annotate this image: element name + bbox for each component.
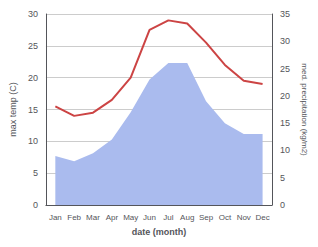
svg-text:30: 30 (280, 36, 290, 46)
svg-text:Apr: Apr (106, 213, 119, 222)
svg-text:5: 5 (280, 173, 285, 183)
svg-text:15: 15 (28, 105, 38, 115)
svg-text:Oct: Oct (219, 213, 232, 222)
svg-text:10: 10 (28, 136, 38, 146)
svg-text:med. precipitation (kg/m2): med. precipitation (kg/m2) (300, 63, 309, 156)
svg-text:30: 30 (28, 9, 38, 19)
svg-text:20: 20 (28, 73, 38, 83)
svg-text:10: 10 (280, 145, 290, 155)
svg-text:date (month): date (month) (132, 227, 187, 237)
svg-text:Nov: Nov (237, 213, 251, 222)
svg-text:Jan: Jan (49, 213, 62, 222)
svg-text:25: 25 (280, 64, 290, 74)
svg-text:0: 0 (280, 200, 285, 210)
svg-text:25: 25 (28, 41, 38, 51)
svg-text:Dec: Dec (255, 213, 269, 222)
svg-text:Feb: Feb (67, 213, 81, 222)
svg-text:Mar: Mar (86, 213, 100, 222)
svg-text:Sep: Sep (199, 213, 214, 222)
svg-text:5: 5 (33, 168, 38, 178)
svg-text:Aug: Aug (180, 213, 194, 222)
svg-text:May: May (123, 213, 138, 222)
svg-text:0: 0 (33, 200, 38, 210)
svg-text:Jun: Jun (143, 213, 156, 222)
svg-text:Jul: Jul (163, 213, 173, 222)
svg-text:max temp (C): max temp (C) (8, 82, 18, 137)
svg-text:20: 20 (280, 91, 290, 101)
svg-text:35: 35 (280, 9, 290, 19)
svg-text:15: 15 (280, 118, 290, 128)
